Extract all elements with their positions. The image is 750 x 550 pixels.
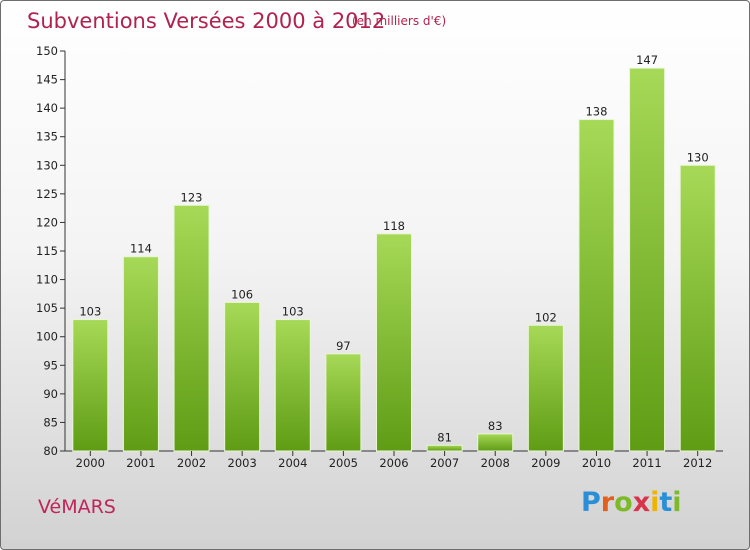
x-tick-label: 2007 bbox=[430, 456, 459, 470]
x-tick-label: 2006 bbox=[379, 456, 408, 470]
logo-letter: o bbox=[614, 487, 633, 518]
y-tick-label: 130 bbox=[36, 158, 58, 172]
logo-letter: i bbox=[672, 487, 682, 518]
bar bbox=[72, 319, 109, 452]
bar-value-label: 138 bbox=[585, 105, 607, 119]
x-tick-label: 2001 bbox=[126, 456, 155, 470]
y-tick-label: 135 bbox=[36, 130, 58, 144]
bar-value-label: 103 bbox=[282, 305, 304, 319]
bar bbox=[122, 256, 159, 452]
bar bbox=[173, 204, 210, 452]
y-tick-label: 90 bbox=[43, 387, 58, 401]
x-tick-label: 2009 bbox=[531, 456, 560, 470]
y-tick-label: 120 bbox=[36, 215, 58, 229]
y-tick-label: 80 bbox=[43, 444, 58, 458]
logo-letter: x bbox=[632, 487, 651, 518]
chart-subtitle: (en milliers d'€) bbox=[352, 14, 447, 28]
y-tick-label: 100 bbox=[36, 330, 58, 344]
bar bbox=[224, 301, 261, 452]
x-tick-label: 2002 bbox=[177, 456, 206, 470]
bar bbox=[527, 324, 564, 452]
bar-value-label: 103 bbox=[79, 305, 101, 319]
commune-name: VéMARS bbox=[38, 496, 116, 518]
bar-value-label: 118 bbox=[383, 219, 405, 233]
bar-value-label: 114 bbox=[130, 242, 152, 256]
bar bbox=[426, 444, 463, 452]
x-tick-label: 2010 bbox=[582, 456, 611, 470]
x-tick-label: 2004 bbox=[278, 456, 307, 470]
x-tick-label: 2005 bbox=[329, 456, 358, 470]
bar bbox=[274, 319, 311, 452]
bar bbox=[629, 67, 666, 452]
y-tick-label: 140 bbox=[36, 101, 58, 115]
y-tick-label: 95 bbox=[43, 358, 58, 372]
logo-letter: i bbox=[650, 487, 660, 518]
bar bbox=[578, 119, 615, 452]
bar-value-label: 106 bbox=[231, 287, 253, 301]
bar-value-label: 130 bbox=[687, 150, 709, 164]
bar bbox=[679, 164, 716, 452]
x-tick-label: 2000 bbox=[76, 456, 105, 470]
bar-value-label: 81 bbox=[437, 430, 452, 444]
y-tick-label: 85 bbox=[43, 415, 58, 429]
bar bbox=[477, 433, 514, 452]
x-tick-label: 2012 bbox=[683, 456, 712, 470]
bar-value-label: 97 bbox=[336, 339, 351, 353]
logo-letter: t bbox=[659, 487, 673, 518]
logo-letter: P bbox=[581, 487, 601, 518]
x-tick-label: 2008 bbox=[481, 456, 510, 470]
bar bbox=[376, 233, 412, 452]
y-tick-label: 110 bbox=[36, 273, 58, 287]
bar-value-label: 147 bbox=[636, 53, 658, 67]
proxiti-logo: Proxiti bbox=[581, 487, 682, 518]
y-tick-label: 150 bbox=[36, 44, 58, 58]
chart-title: Subventions Versées 2000 à 2012 bbox=[27, 9, 386, 33]
bar-value-label: 102 bbox=[535, 310, 557, 324]
bar-value-label: 83 bbox=[488, 419, 503, 433]
x-tick-label: 2011 bbox=[632, 456, 661, 470]
y-tick-label: 145 bbox=[36, 73, 58, 87]
y-tick-label: 115 bbox=[36, 244, 58, 258]
bar-value-label: 123 bbox=[181, 190, 203, 204]
y-tick-label: 105 bbox=[36, 301, 58, 315]
y-tick-label: 125 bbox=[36, 187, 58, 201]
bar bbox=[325, 353, 362, 452]
x-tick-label: 2003 bbox=[228, 456, 257, 470]
logo-letter: r bbox=[600, 487, 615, 518]
